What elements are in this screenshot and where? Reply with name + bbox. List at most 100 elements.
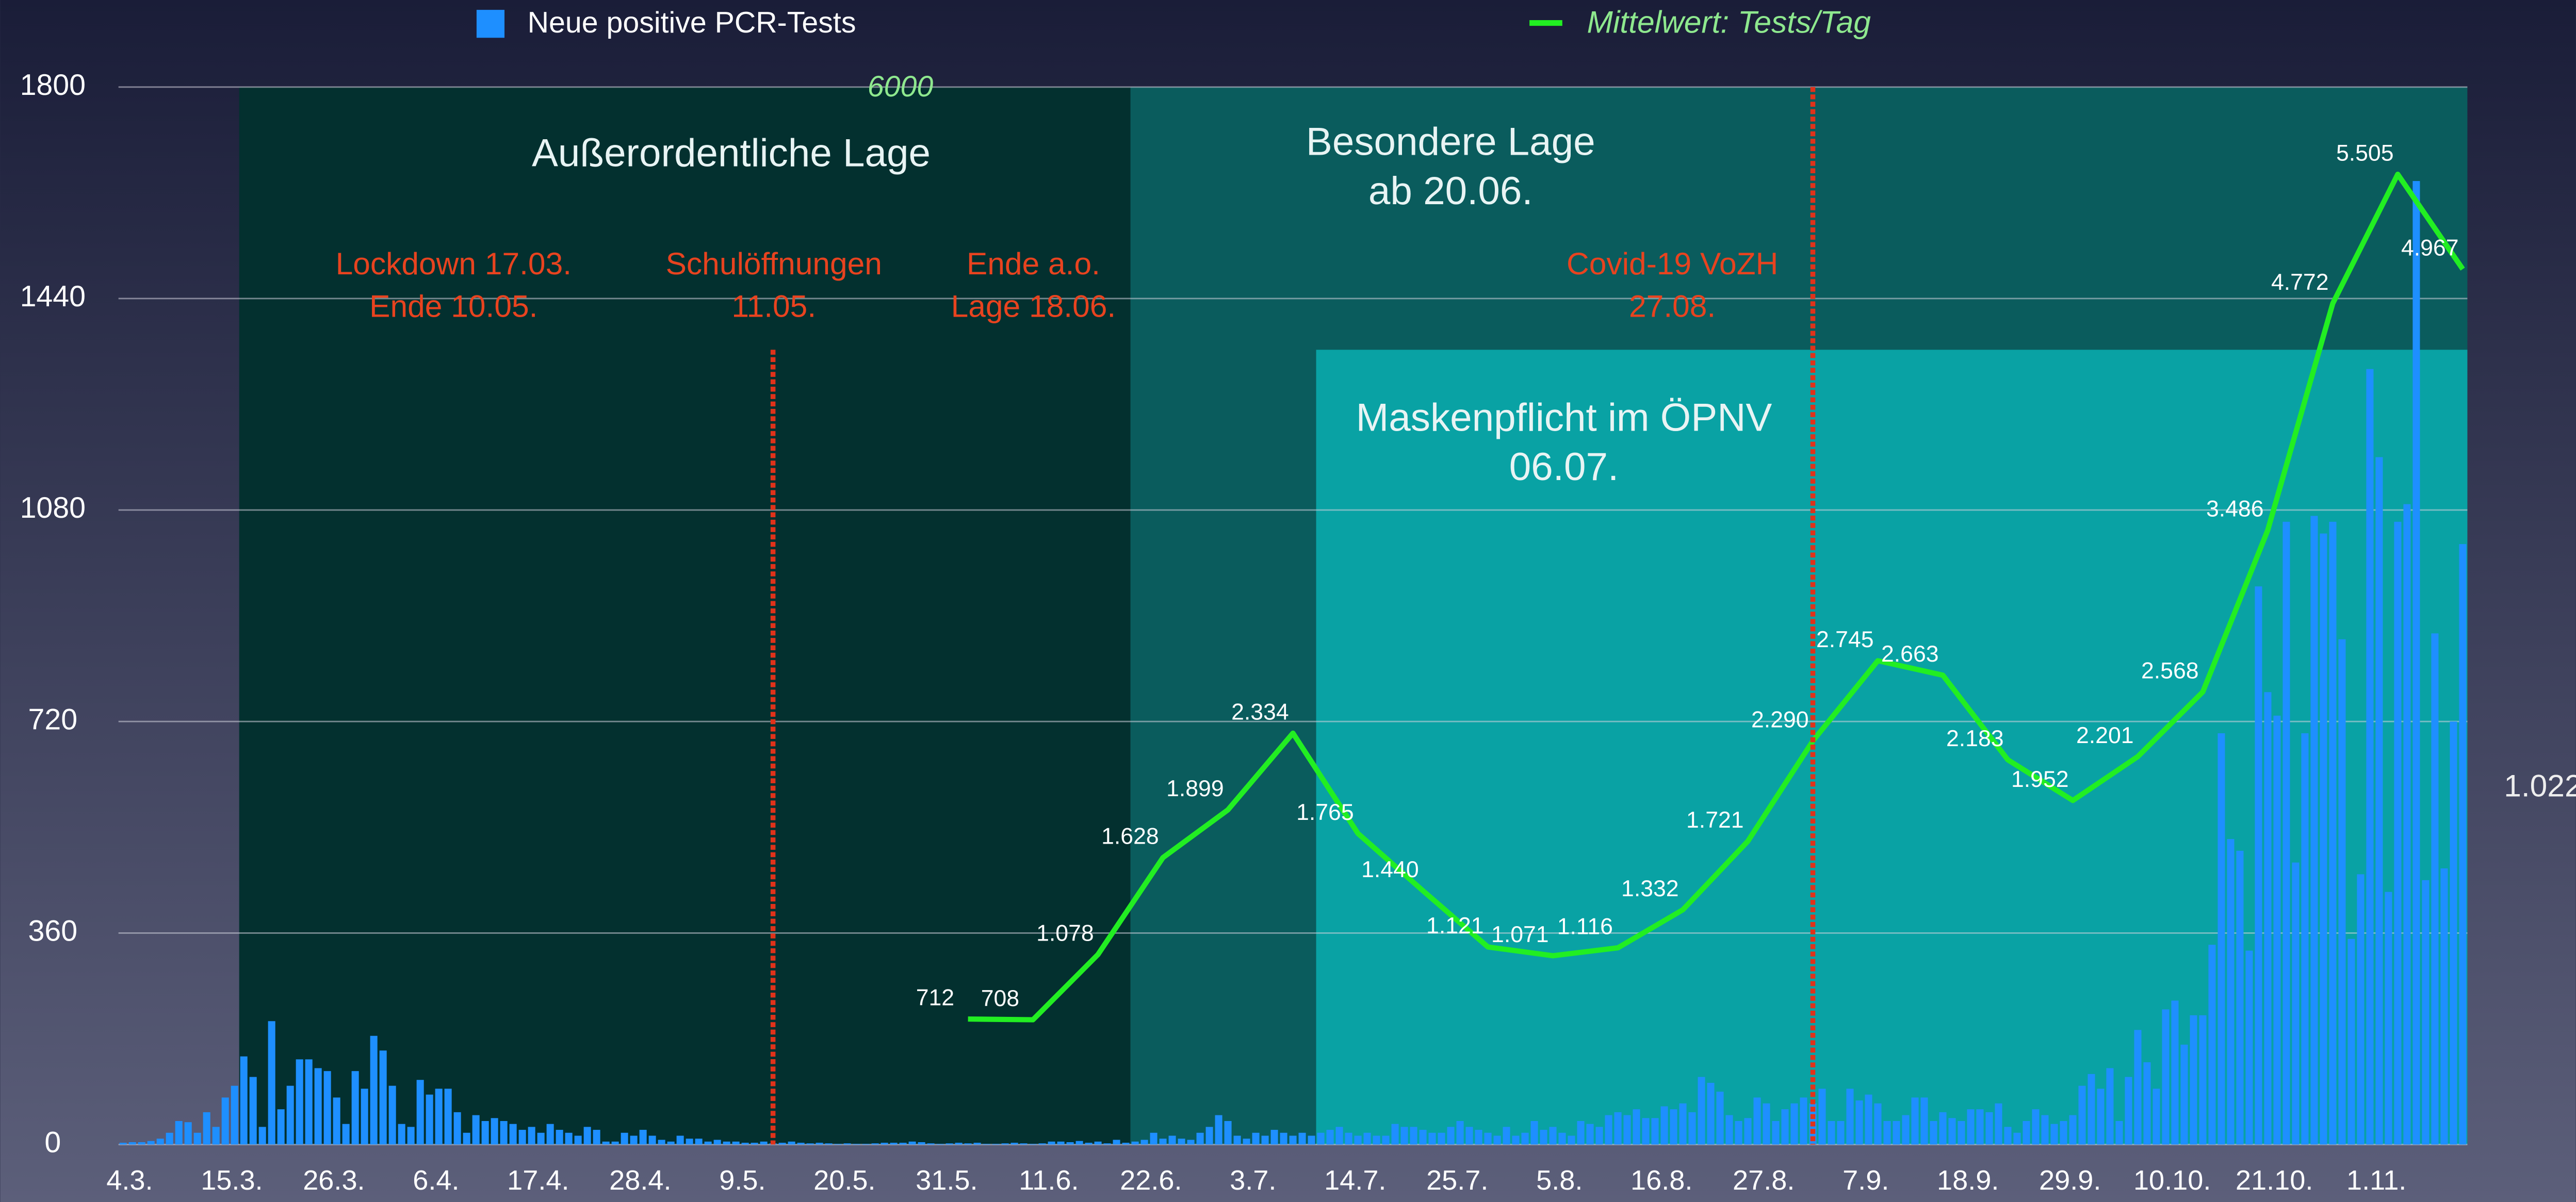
legend-label: Mittelwert: Tests/Tag: [1587, 5, 1871, 40]
bar: [537, 1132, 545, 1145]
line-value-label: 2.290: [1751, 707, 1809, 732]
annotation: Lage 18.06.: [951, 289, 1116, 324]
bar: [2282, 521, 2290, 1145]
x-tick-label: 18.9.: [1937, 1165, 1999, 1196]
bar: [2097, 1089, 2105, 1145]
bar: [1790, 1103, 1798, 1145]
bar: [147, 1141, 155, 1145]
y-tick-label: 1800: [20, 69, 86, 102]
x-tick-label: 5.8.: [1536, 1165, 1583, 1196]
bar: [2041, 1115, 2049, 1145]
bar: [1038, 1143, 1046, 1145]
bar: [2412, 181, 2420, 1145]
bar: [1215, 1115, 1222, 1145]
bar: [453, 1112, 461, 1145]
bar: [1428, 1132, 1436, 1145]
bar: [2125, 1077, 2132, 1145]
line-value-label: 2.663: [1881, 641, 1939, 667]
bar: [2431, 633, 2439, 1145]
bar: [472, 1115, 480, 1145]
bar: [778, 1143, 786, 1145]
bar: [1363, 1132, 1371, 1145]
bar: [1725, 1115, 1733, 1145]
bar: [1326, 1130, 1334, 1145]
bar: [1456, 1121, 1464, 1145]
bar: [1985, 1112, 1993, 1145]
bar: [945, 1143, 953, 1145]
bar: [119, 1143, 127, 1145]
bar: [426, 1094, 433, 1145]
bar: [704, 1141, 712, 1145]
x-tick-label: 17.4.: [507, 1165, 569, 1196]
bar: [1614, 1112, 1622, 1145]
bar: [1967, 1109, 1975, 1145]
bar: [1270, 1130, 1278, 1145]
bar: [556, 1130, 563, 1145]
line-value-label: 2.183: [1946, 726, 2004, 751]
bar: [221, 1097, 229, 1145]
bar: [156, 1139, 164, 1145]
x-tick-label: 6.4.: [413, 1165, 459, 1196]
bar: [240, 1056, 248, 1145]
bar: [1493, 1135, 1501, 1145]
bar: [639, 1130, 647, 1145]
bar: [518, 1130, 526, 1145]
bar: [388, 1085, 396, 1145]
line-value-label: 2.334: [1231, 699, 1289, 725]
line-value-label: 1.121: [1426, 913, 1484, 938]
bar: [1503, 1127, 1510, 1145]
line-value-label: 1.116: [1557, 914, 1613, 940]
bar: [630, 1135, 638, 1145]
bar: [611, 1141, 619, 1145]
region-label: Außerordentliche Lage: [532, 131, 931, 175]
bar: [1688, 1112, 1696, 1145]
bar: [2115, 1121, 2123, 1145]
bar: [2292, 862, 2300, 1145]
bar: [1103, 1143, 1111, 1145]
x-tick-label: 21.10.: [2236, 1165, 2313, 1196]
line-value-label: 4.967: [2401, 235, 2459, 260]
bar: [797, 1143, 805, 1145]
bar: [667, 1141, 675, 1145]
bar: [379, 1050, 387, 1145]
region-label: 06.07.: [1509, 445, 1619, 489]
bar: [1447, 1127, 1455, 1145]
bar: [1735, 1121, 1742, 1145]
bar: [1205, 1127, 1213, 1145]
bar: [1224, 1121, 1232, 1145]
legend-swatch: [476, 10, 505, 38]
bar: [351, 1071, 359, 1145]
bar: [2208, 945, 2216, 1145]
bar: [955, 1143, 963, 1145]
bar: [398, 1124, 405, 1145]
bar: [1568, 1135, 1575, 1145]
bar: [1159, 1139, 1167, 1145]
bar: [1465, 1127, 1473, 1145]
bar: [2032, 1109, 2040, 1145]
bar: [2459, 544, 2467, 1145]
bar: [973, 1143, 981, 1145]
bar: [1633, 1109, 1640, 1145]
bar: [1131, 1141, 1139, 1145]
bar: [1753, 1097, 1761, 1145]
x-tick-label: 11.6.: [1019, 1165, 1079, 1196]
y-tick-label: 1080: [20, 491, 86, 524]
bar: [1057, 1141, 1065, 1145]
bar: [602, 1141, 610, 1145]
bar: [1707, 1082, 1715, 1145]
bar: [2162, 1009, 2170, 1145]
bar: [2338, 639, 2346, 1145]
bar: [2385, 892, 2392, 1145]
y-tick-label: 720: [28, 703, 78, 736]
bar: [1410, 1127, 1417, 1145]
bar: [1048, 1141, 1055, 1145]
bar: [509, 1124, 517, 1145]
bar: [203, 1112, 210, 1145]
bar: [2078, 1085, 2086, 1145]
line-value-label: 1.628: [1101, 824, 1159, 849]
bar: [1781, 1109, 1789, 1145]
mean-line: [968, 171, 2465, 1023]
bar: [1855, 1100, 1863, 1145]
x-tick-label: 7.9.: [1843, 1165, 1889, 1196]
